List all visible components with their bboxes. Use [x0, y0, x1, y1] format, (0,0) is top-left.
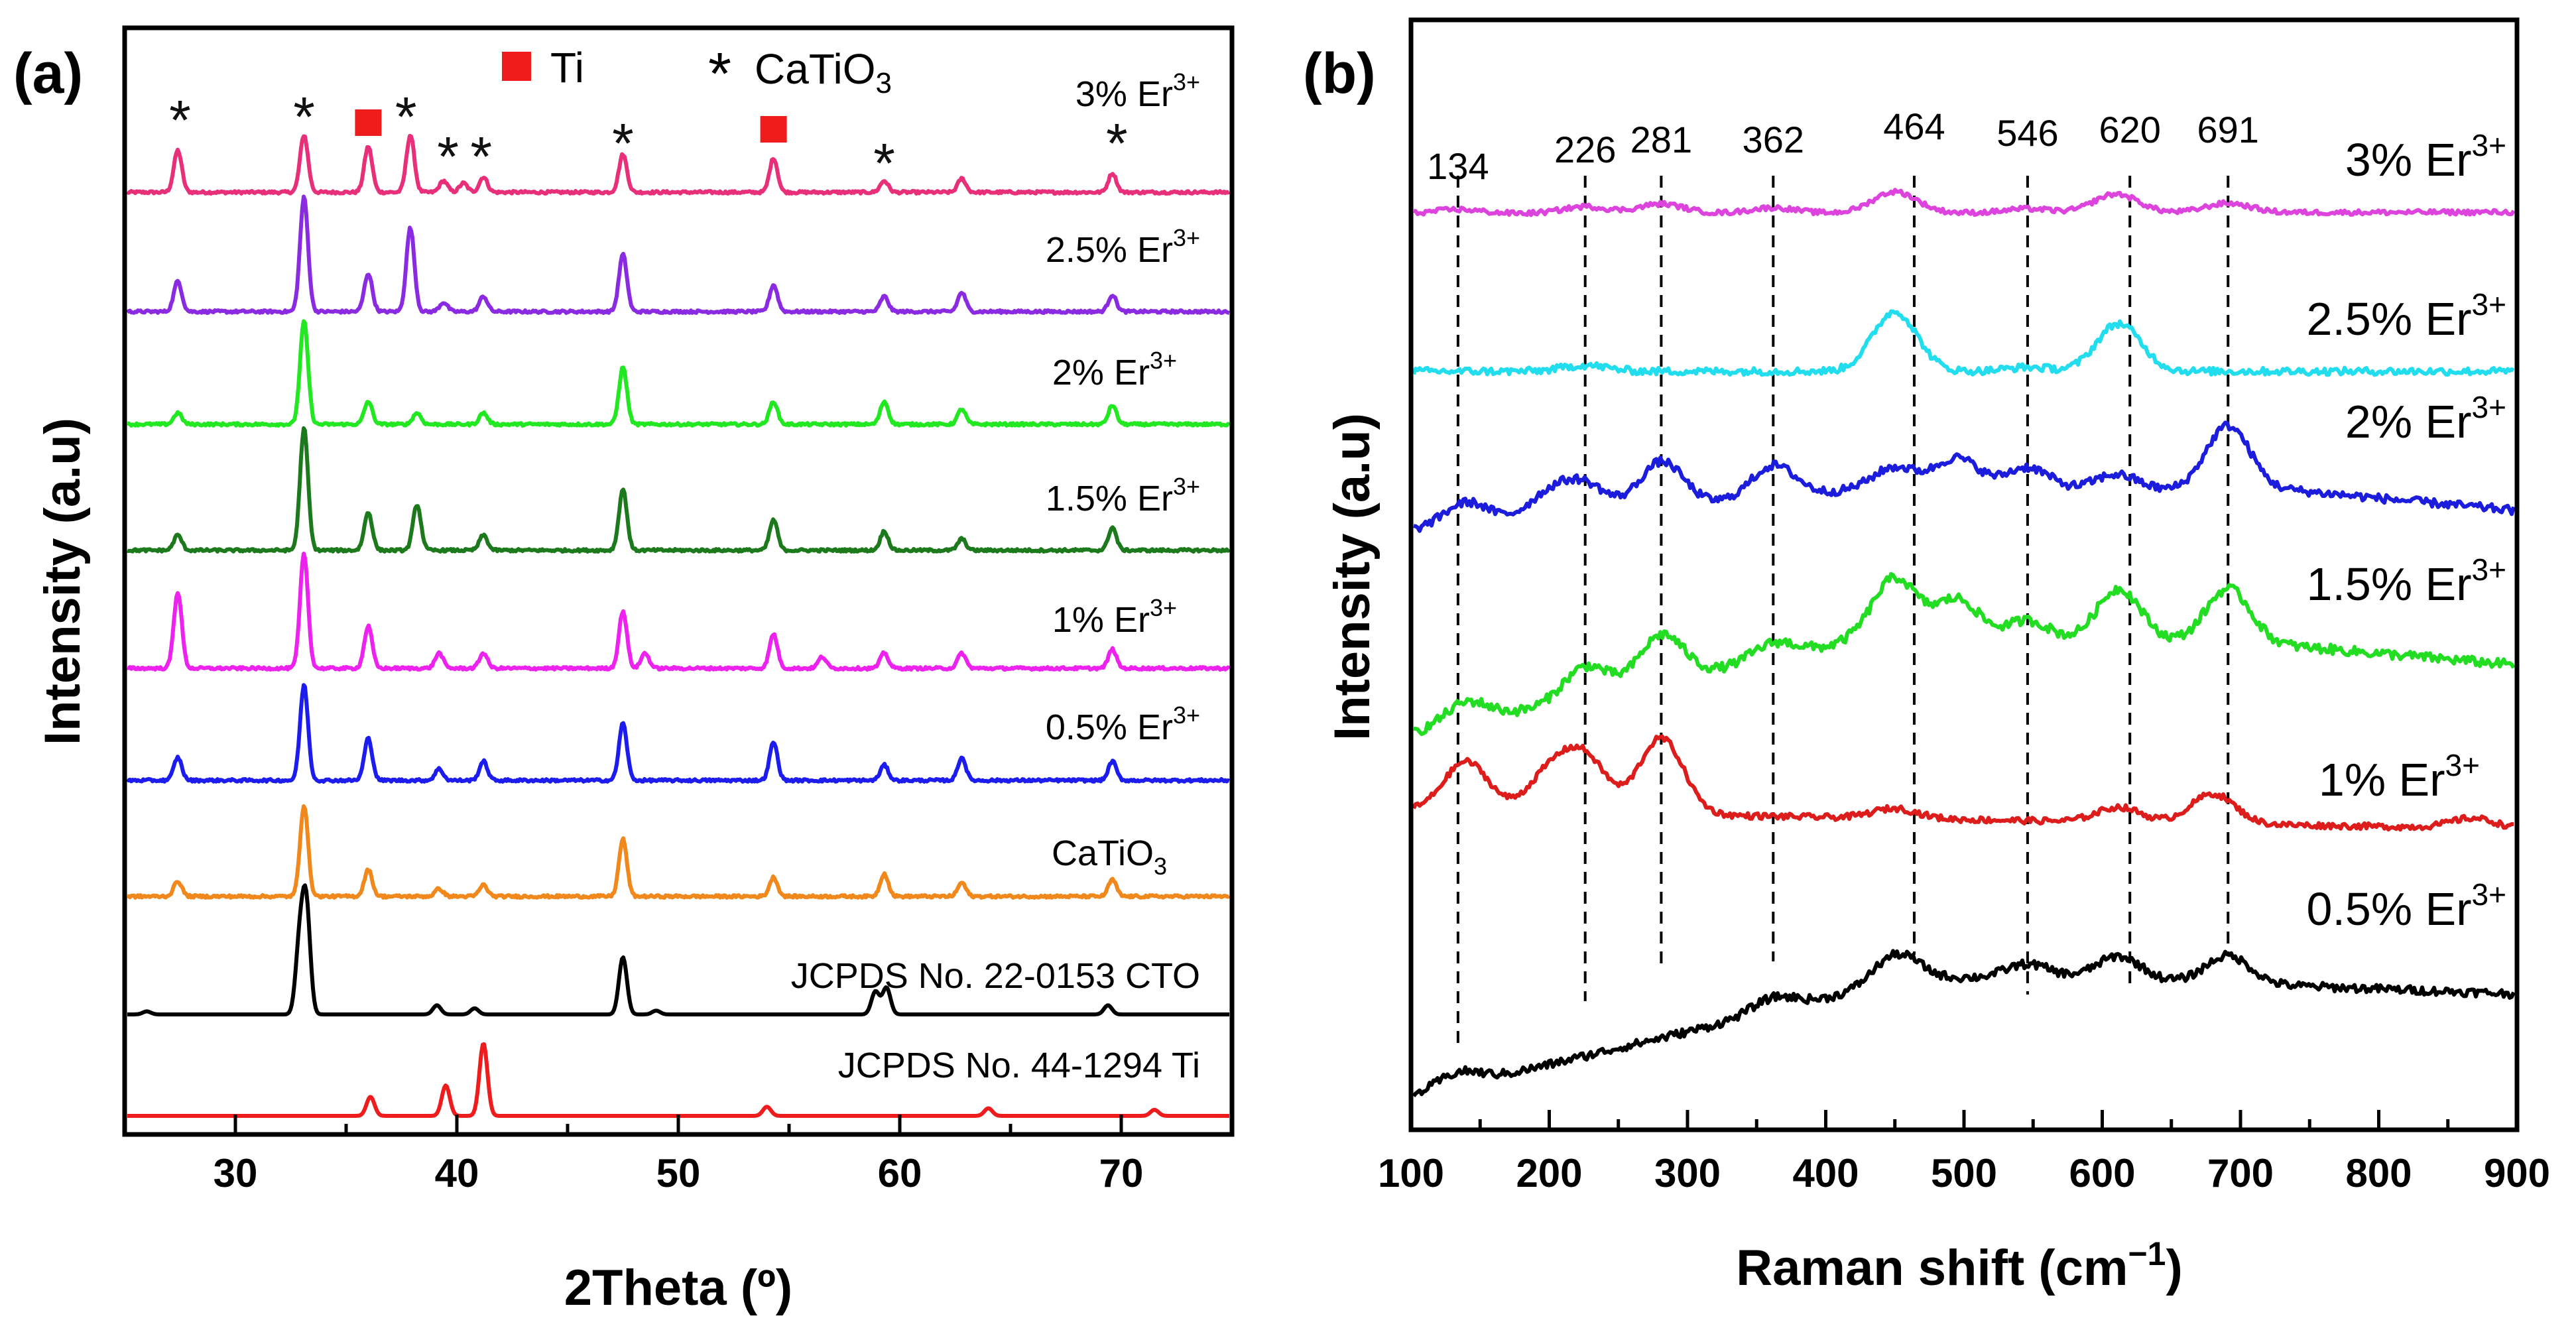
x-tick-label: 300 [1654, 1151, 1721, 1195]
x-tick-label: 900 [2484, 1151, 2550, 1195]
x-tick-label: 400 [1792, 1151, 1859, 1195]
x-tick-label: 800 [2345, 1151, 2412, 1195]
xrd-series-label: 2% Er3+ [1052, 347, 1177, 393]
x-tick-label: 60 [878, 1151, 922, 1195]
x-tick-label: 40 [435, 1151, 479, 1195]
x-tick-label: 600 [2069, 1151, 2135, 1195]
x-tick-label: 70 [1099, 1151, 1144, 1195]
raman-peak-label: 226 [1554, 129, 1616, 170]
panel-a-y-axis-label: Intensity (a.u) [34, 418, 91, 745]
xrd-series-line [125, 194, 1230, 315]
raman-series-label: 1% Er3+ [2319, 748, 2480, 806]
raman-series-label: 2.5% Er3+ [2307, 287, 2506, 345]
xrd-series-label: JCPDS No. 44-1294 Ti [838, 1046, 1200, 1085]
catio3-peak-marker: * [395, 86, 417, 148]
catio3-peak-marker: * [612, 112, 634, 174]
raman-peak-label: 464 [1883, 105, 1945, 147]
xrd-series-line [126, 134, 1231, 196]
xrd-series-line [127, 552, 1231, 672]
raman-series-label: 1.5% Er3+ [2307, 552, 2506, 610]
catio3-peak-marker: * [293, 86, 315, 148]
raman-peak-label: 546 [1996, 112, 2058, 154]
xrd-series-label: 1.5% Er3+ [1046, 473, 1200, 518]
panel-a: (a) 3% Er3+ 2.5% Er3+ 2% Er3+ 1.5% Er3+ 1% E… [13, 25, 1235, 1316]
xrd-series-line [127, 804, 1231, 900]
xrd-series-line [127, 883, 1230, 1016]
ti-peak-marker [355, 109, 382, 136]
raman-peak-label: 691 [2197, 109, 2259, 151]
panel-a-label: (a) [13, 42, 83, 105]
legend-ti-marker [502, 52, 531, 81]
panel-b: (b) 134 226 281 362 464 546 620 691 3% Er3+ 2.5% … [1303, 17, 2550, 1296]
panel-b-label: (b) [1303, 42, 1376, 105]
xrd-series-line [125, 683, 1230, 784]
xrd-series-label: 2.5% Er3+ [1046, 224, 1200, 270]
catio3-peak-marker: * [470, 125, 492, 188]
xrd-series-label: CaTiO3 [1052, 833, 1167, 880]
legend-catio3-label: CaTiO3 [755, 45, 892, 99]
raman-series-line [1413, 420, 2516, 533]
raman-series-line [1413, 188, 2516, 217]
panel-a-x-ticks: 30 40 50 60 70 [123, 1115, 1234, 1195]
x-tick-label: 200 [1516, 1151, 1582, 1195]
legend-ti-label: Ti [550, 44, 584, 91]
raman-series-label: 3% Er3+ [2345, 128, 2506, 186]
xrd-series-label: 0.5% Er3+ [1046, 701, 1200, 747]
raman-series-label: 0.5% Er3+ [2307, 877, 2506, 935]
raman-series-line [1412, 949, 2516, 1098]
xrd-series-label: 3% Er3+ [1075, 68, 1200, 114]
raman-peak-label: 134 [1427, 145, 1489, 187]
panel-a-plot-area: 3% Er3+ 2.5% Er3+ 2% Er3+ 1.5% Er3+ 1% Er3+ 0… [125, 68, 1231, 1118]
panel-b-plot-area: 134 226 281 362 464 546 620 691 3% Er3+ 2.5% Er3+… [1412, 105, 2516, 1098]
xrd-series-line [127, 426, 1231, 554]
catio3-peak-marker: * [437, 125, 459, 188]
raman-series-line [1412, 734, 2514, 832]
xrd-series-label: JCPDS No. 22-0153 CTO [791, 956, 1200, 996]
raman-series-label: 2% Er3+ [2345, 390, 2506, 448]
catio3-peak-marker: * [169, 89, 191, 151]
raman-peak-label: 281 [1630, 119, 1692, 160]
raman-peak-label: 362 [1743, 119, 1804, 160]
x-tick-label: 30 [214, 1151, 258, 1195]
panel-a-x-axis-label: 2Theta (º) [564, 1260, 792, 1316]
x-tick-label: 50 [656, 1151, 701, 1195]
raman-peak-label: 620 [2099, 109, 2160, 151]
catio3-peak-marker: * [873, 132, 895, 194]
xrd-series-line [127, 319, 1231, 428]
xrd-series-label: 1% Er3+ [1052, 594, 1177, 640]
x-tick-label: 700 [2207, 1151, 2274, 1195]
panel-a-peak-annotations: * * ** * * * * [169, 86, 1128, 194]
raman-series-line [1413, 572, 2516, 737]
catio3-peak-marker: * [1106, 112, 1128, 174]
panel-b-x-axis-label: Raman shift (cm−1) [1736, 1235, 2183, 1296]
legend-catio3-marker: * [708, 41, 731, 107]
panel-b-x-ticks: 100 200 300 400 500 600 700 800 900 [1378, 1110, 2550, 1195]
panel-b-y-axis-label: Intensity (a.u) [1324, 413, 1380, 741]
ti-peak-marker [760, 116, 787, 143]
x-tick-label: 500 [1931, 1151, 1997, 1195]
x-tick-label: 100 [1378, 1151, 1444, 1195]
raman-series-line [1412, 309, 2515, 377]
